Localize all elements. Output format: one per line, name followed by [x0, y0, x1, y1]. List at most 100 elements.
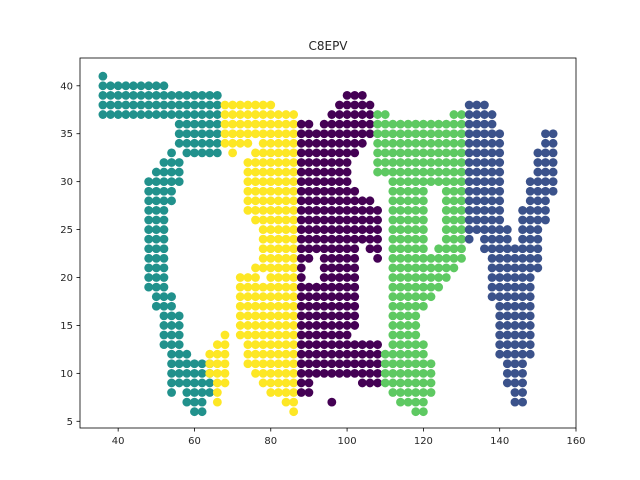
data-point: [319, 138, 329, 148]
data-point: [342, 119, 352, 129]
data-point: [327, 119, 337, 129]
data-point: [365, 196, 375, 206]
data-point: [388, 158, 398, 167]
data-point: [266, 129, 276, 139]
data-point: [327, 330, 337, 340]
data-point: [411, 177, 421, 187]
data-point: [258, 368, 268, 378]
data-point: [388, 330, 398, 340]
data-point: [205, 100, 215, 110]
data-point: [426, 378, 436, 388]
data-point: [403, 167, 413, 177]
data-point: [396, 378, 405, 388]
data-point: [472, 158, 482, 167]
data-point: [243, 110, 253, 119]
y-tick-label: 10: [60, 369, 73, 380]
data-point: [266, 225, 276, 234]
data-point: [319, 129, 329, 139]
data-point: [495, 282, 505, 292]
data-point: [411, 148, 421, 158]
data-point: [373, 110, 382, 119]
data-point: [495, 311, 505, 321]
data-point: [335, 330, 344, 340]
data-point: [396, 234, 405, 244]
data-point: [495, 158, 505, 167]
data-point: [174, 321, 184, 330]
data-point: [251, 186, 260, 196]
data-point: [167, 340, 176, 350]
data-point: [289, 397, 299, 407]
data-point: [296, 388, 306, 397]
data-point: [487, 186, 497, 196]
data-point: [144, 273, 154, 282]
data-point: [434, 138, 444, 148]
data-point: [541, 206, 550, 215]
data-point: [106, 110, 115, 119]
data-point: [373, 349, 382, 359]
data-point: [274, 138, 283, 148]
data-point: [388, 321, 398, 330]
data-point: [319, 225, 329, 234]
data-point: [396, 148, 405, 158]
data-point: [502, 273, 512, 282]
data-point: [525, 292, 535, 302]
data-point: [243, 158, 253, 167]
data-point: [243, 330, 253, 340]
data-point: [403, 138, 413, 148]
data-point: [525, 196, 535, 206]
data-point: [281, 234, 291, 244]
data-point: [312, 244, 321, 254]
data-point: [373, 359, 382, 369]
data-point: [212, 138, 222, 148]
data-point: [426, 138, 436, 148]
data-point: [373, 167, 382, 177]
data-point: [174, 378, 184, 388]
data-point: [274, 225, 283, 234]
data-point: [411, 234, 421, 244]
data-point: [480, 206, 489, 215]
data-point: [327, 397, 337, 407]
data-point: [373, 253, 382, 263]
data-point: [396, 158, 405, 167]
data-point: [541, 148, 550, 158]
data-point: [251, 196, 260, 206]
data-point: [335, 359, 344, 369]
data-point: [251, 177, 260, 187]
data-point: [335, 292, 344, 302]
data-point: [350, 119, 360, 129]
data-point: [441, 206, 451, 215]
data-point: [396, 177, 405, 187]
data-point: [411, 330, 421, 340]
data-point: [388, 215, 398, 225]
data-point: [289, 388, 299, 397]
data-point: [418, 158, 428, 167]
data-point: [335, 215, 344, 225]
data-point: [434, 167, 444, 177]
data-point: [296, 311, 306, 321]
data-point: [533, 196, 543, 206]
data-point: [212, 340, 222, 350]
data-point: [167, 196, 176, 206]
data-point: [396, 397, 405, 407]
data-point: [426, 129, 436, 139]
data-point: [319, 206, 329, 215]
data-point: [342, 244, 352, 254]
data-point: [388, 359, 398, 369]
data-point: [487, 292, 497, 302]
data-point: [274, 330, 283, 340]
data-point: [342, 129, 352, 139]
data-point: [212, 119, 222, 129]
data-point: [418, 138, 428, 148]
data-point: [388, 119, 398, 129]
data-point: [281, 129, 291, 139]
data-point: [235, 119, 245, 129]
data-point: [487, 225, 497, 234]
data-point: [518, 321, 527, 330]
data-point: [296, 119, 306, 129]
data-point: [289, 273, 299, 282]
data-point: [205, 110, 215, 119]
data-point: [197, 119, 207, 129]
data-point: [243, 206, 253, 215]
data-point: [418, 177, 428, 187]
data-point: [525, 244, 535, 254]
